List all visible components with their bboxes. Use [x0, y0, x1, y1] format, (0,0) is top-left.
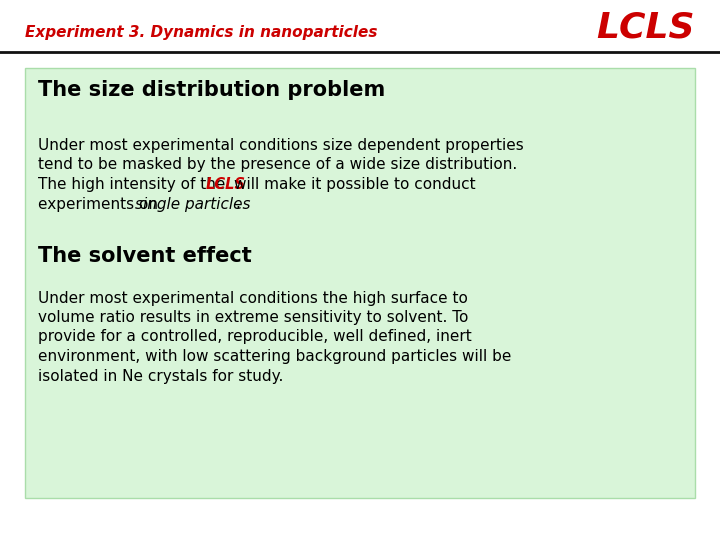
FancyBboxPatch shape — [25, 68, 695, 498]
Text: .: . — [235, 197, 240, 212]
Text: volume ratio results in extreme sensitivity to solvent. To: volume ratio results in extreme sensitiv… — [38, 310, 469, 325]
Text: provide for a controlled, reproducible, well defined, inert: provide for a controlled, reproducible, … — [38, 329, 472, 345]
Text: single particles: single particles — [135, 197, 251, 212]
Text: isolated in Ne crystals for study.: isolated in Ne crystals for study. — [38, 368, 284, 383]
Text: The solvent effect: The solvent effect — [38, 246, 252, 266]
Text: LCLS: LCLS — [206, 177, 246, 192]
Text: LCLS: LCLS — [596, 11, 695, 45]
Text: Experiment 3. Dynamics in nanoparticles: Experiment 3. Dynamics in nanoparticles — [25, 24, 377, 39]
Text: environment, with low scattering background particles will be: environment, with low scattering backgro… — [38, 349, 511, 364]
Text: Under most experimental conditions the high surface to: Under most experimental conditions the h… — [38, 291, 468, 306]
Text: tend to be masked by the presence of a wide size distribution.: tend to be masked by the presence of a w… — [38, 158, 517, 172]
Text: experiments on: experiments on — [38, 197, 163, 212]
Text: The high intensity of the: The high intensity of the — [38, 177, 230, 192]
Text: Under most experimental conditions size dependent properties: Under most experimental conditions size … — [38, 138, 523, 153]
Text: The size distribution problem: The size distribution problem — [38, 80, 385, 100]
Text: will make it possible to conduct: will make it possible to conduct — [234, 177, 476, 192]
